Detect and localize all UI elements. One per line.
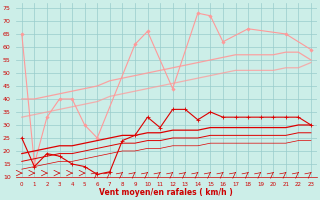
X-axis label: Vent moyen/en rafales ( km/h ): Vent moyen/en rafales ( km/h ) [100, 188, 233, 197]
